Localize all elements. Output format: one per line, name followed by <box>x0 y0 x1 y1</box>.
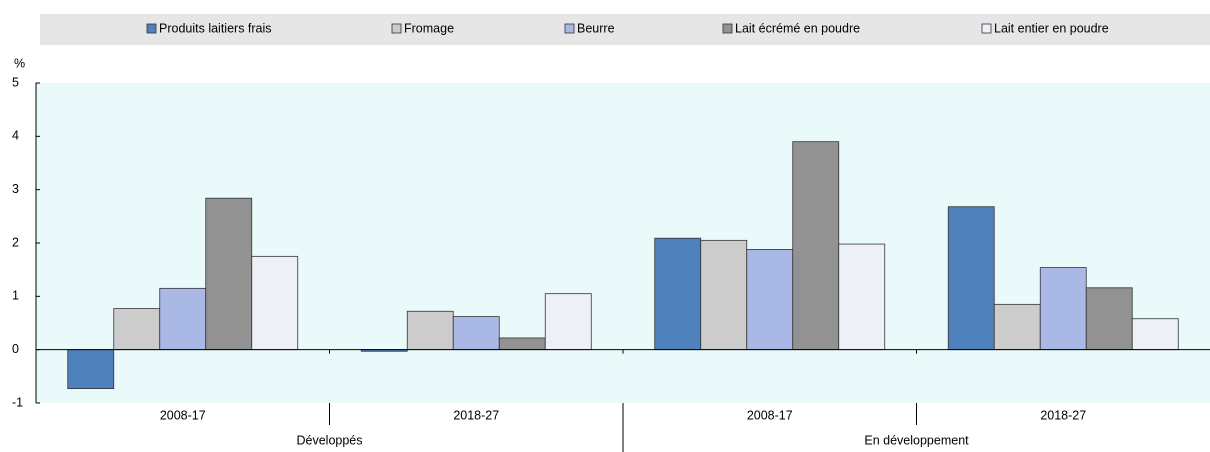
y-tick-label: 4 <box>12 129 19 143</box>
bar <box>1085 287 1133 351</box>
legend-marker <box>564 23 575 34</box>
y-tick-label: 1 <box>12 289 19 303</box>
y-tick-label: 5 <box>12 75 19 89</box>
group-label: En développement <box>864 433 969 447</box>
bar <box>406 310 454 351</box>
legend-marker <box>146 23 157 34</box>
bar <box>838 243 886 351</box>
bar <box>746 248 794 351</box>
bar <box>159 287 207 351</box>
x-tick-label: 2018-27 <box>453 408 499 422</box>
y-axis-label: % <box>14 56 25 70</box>
bar <box>993 303 1041 351</box>
y-tick-label: -1 <box>12 395 23 409</box>
bar <box>1039 267 1087 351</box>
group-label: Développés <box>296 433 362 447</box>
bar <box>251 255 299 351</box>
bar <box>452 316 500 351</box>
x-tick-label: 2008-17 <box>160 408 206 422</box>
legend-label: Lait entier en poudre <box>994 21 1109 35</box>
y-tick-label: 0 <box>12 342 19 356</box>
bar <box>792 141 840 351</box>
bar <box>113 308 161 351</box>
legend-label: Lait écrémé en poudre <box>735 21 860 35</box>
bar <box>1131 318 1179 351</box>
legend-marker <box>981 23 992 34</box>
bar <box>700 239 748 351</box>
bar <box>67 349 115 389</box>
legend-marker <box>722 23 733 34</box>
x-tick-label: 2018-27 <box>1040 408 1086 422</box>
bar <box>498 337 546 351</box>
legend-label: Produits laitiers frais <box>159 21 272 35</box>
legend-label: Fromage <box>404 21 454 35</box>
legend-label: Beurre <box>577 21 615 35</box>
y-tick-label: 3 <box>12 182 19 196</box>
x-tick-label: 2008-17 <box>747 408 793 422</box>
y-tick-label: 2 <box>12 235 19 249</box>
bar <box>654 237 702 351</box>
bar <box>205 197 253 351</box>
legend-marker <box>391 23 402 34</box>
bar <box>544 293 592 351</box>
bar <box>947 206 995 351</box>
legend-background <box>40 14 1210 45</box>
